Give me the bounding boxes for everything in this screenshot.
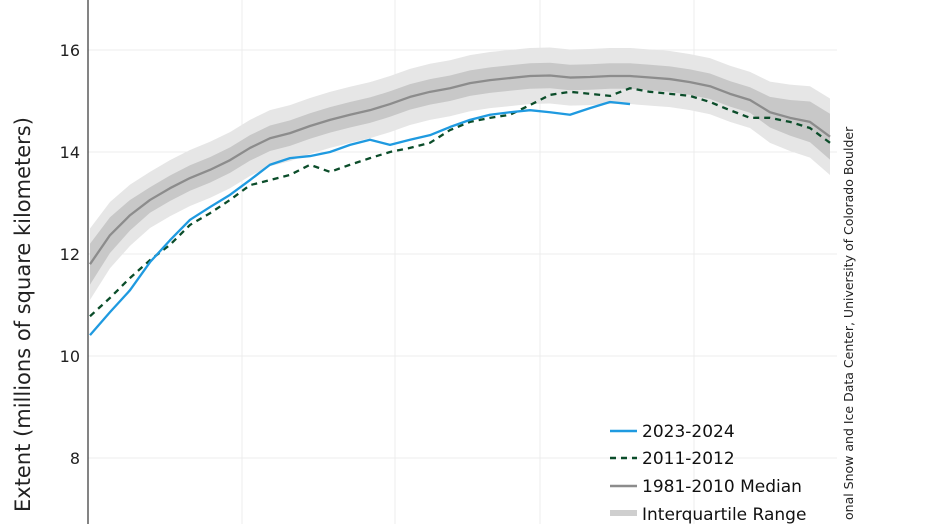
y-tick-label: 8 [70,449,80,468]
y-tick-label: 14 [60,143,80,162]
y-axis-label: Extent (millions of square kilometers) [11,117,35,512]
legend: 2023-2024 2011-2012 1981-2010 Median Int… [610,422,806,524]
y-tick-label: 10 [60,347,80,366]
credit-text: onal Snow and Ice Data Center, Universit… [841,126,856,520]
legend-label-2011-2012: 2011-2012 [642,449,735,469]
y-tick-labels: 8 10 12 14 16 [60,41,80,468]
legend-label-median: 1981-2010 Median [642,477,802,497]
range-bands [90,47,830,300]
band-outer-range [90,47,830,300]
y-tick-label: 16 [60,41,80,60]
series-line-2011-2012 [89,87,831,318]
series-lines [89,74,831,336]
series-line-2023-2024 [89,100,631,336]
series-line-1981-2010-median [89,74,831,265]
legend-label-interquartile: Interquartile Range [642,505,806,524]
legend-label-2023-2024: 2023-2024 [642,422,735,442]
y-tick-label: 12 [60,245,80,264]
